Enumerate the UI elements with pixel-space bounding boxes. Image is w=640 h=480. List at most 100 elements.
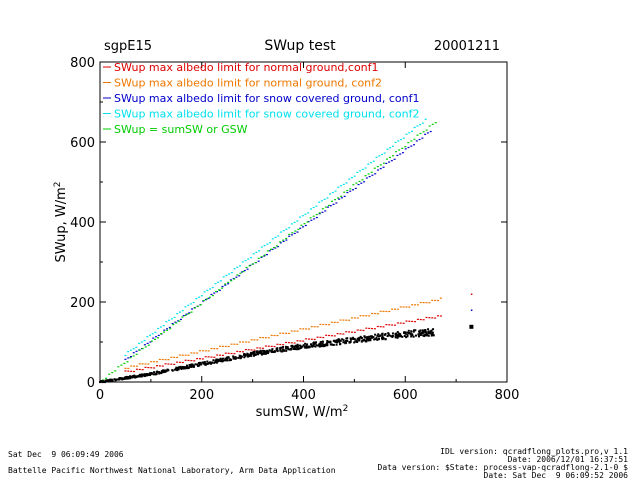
series-2-point: [213, 292, 216, 294]
series-0-point: [230, 352, 233, 355]
series-4-point: [276, 245, 279, 247]
observed-point: [335, 343, 338, 346]
observed-point: [176, 367, 179, 370]
series-2-point: [127, 357, 130, 359]
observed-point: [348, 341, 351, 344]
series-1-point: [167, 359, 170, 361]
series-4-point: [129, 357, 132, 359]
observed-point: [263, 351, 266, 354]
observed-point: [267, 352, 270, 355]
observed-point: [356, 341, 359, 344]
observed-point: [315, 344, 318, 347]
series-1-point: [279, 332, 282, 334]
series-3-point: [132, 348, 135, 350]
series-0-point: [127, 370, 130, 372]
observed-point: [198, 362, 201, 365]
series-1-point: [239, 341, 242, 343]
observed-point: [327, 340, 330, 343]
series-1-point: [130, 365, 133, 367]
series-3-point: [391, 145, 394, 147]
series-3-point: [350, 177, 353, 179]
series-1-point: [170, 356, 173, 358]
series-0-point: [210, 356, 213, 358]
observed-point: [406, 335, 409, 338]
observed-point: [296, 344, 299, 347]
observed-point: [255, 353, 258, 356]
series-1-point: [270, 334, 273, 337]
series-1-point: [262, 337, 265, 339]
observed-point: [244, 354, 247, 357]
observed-point: [398, 335, 401, 338]
series-1-point: [219, 345, 222, 347]
series-0-point: [287, 342, 290, 344]
series-0-point: [161, 365, 164, 367]
observed-point: [418, 330, 421, 333]
observed-point: [354, 340, 357, 343]
series-2-point: [354, 187, 357, 190]
observed-point: [408, 331, 411, 334]
series-3-point: [416, 125, 419, 127]
observed-point: [268, 349, 271, 352]
series-2-point: [357, 183, 360, 186]
observed-point: [422, 334, 425, 337]
series-2-point: [329, 205, 332, 207]
observed-point: [177, 368, 180, 371]
observed-point: [430, 329, 433, 332]
series-0-point: [333, 335, 336, 337]
series-1-point: [141, 363, 144, 365]
observed-point: [239, 356, 242, 359]
series-4-point: [202, 299, 205, 302]
series-2-point: [277, 246, 280, 248]
series-2-point: [363, 181, 366, 183]
series-2-point: [390, 160, 393, 162]
observed-point: [342, 341, 345, 344]
series-4-point: [352, 184, 355, 186]
series-4-point: [214, 290, 217, 293]
series-1-point: [176, 356, 179, 359]
series-2-point: [257, 260, 260, 262]
series-1-point: [133, 365, 136, 367]
observed-point: [114, 379, 117, 382]
series-1-point: [276, 334, 279, 337]
observed-point: [329, 341, 332, 344]
series-3-point: [424, 118, 427, 120]
observed-point: [396, 336, 399, 339]
observed-point: [238, 354, 241, 357]
series-0-point: [302, 340, 305, 342]
series-1-point: [224, 345, 227, 348]
series-2-point: [204, 299, 207, 301]
observed-point: [321, 340, 324, 343]
series-0-point: [422, 319, 425, 321]
series-1-point: [319, 323, 322, 326]
series-4-point: [196, 305, 199, 307]
series-1-point: [296, 330, 299, 332]
series-4-point: [300, 224, 303, 226]
observed-point: [256, 352, 259, 355]
observed-point: [371, 336, 374, 339]
y-axis-label: SWup, W/m2: [53, 181, 69, 262]
observed-point: [282, 346, 285, 349]
series-3-point: [331, 191, 334, 194]
series-0-point: [150, 367, 153, 369]
series-4-point: [147, 344, 150, 346]
series-4-point: [355, 182, 358, 184]
series-0-point: [138, 368, 141, 371]
series-2-point: [154, 336, 157, 338]
series-0-point: [356, 329, 359, 331]
observed-point: [349, 337, 352, 340]
series-0-point: [124, 370, 127, 372]
series-1-point: [353, 317, 356, 319]
series-3-point: [143, 339, 146, 342]
series-0-point: [382, 326, 385, 328]
observed-point: [363, 335, 366, 338]
series-3-point: [383, 152, 386, 154]
series-3-point: [307, 212, 310, 214]
series-0-point: [359, 329, 362, 331]
series-1-point: [379, 310, 382, 312]
observed-point: [287, 348, 290, 351]
series-4-point: [117, 366, 120, 368]
observed-point: [346, 339, 349, 342]
series-1-point: [391, 308, 394, 310]
observed-point: [281, 348, 284, 351]
observed-point: [155, 371, 158, 374]
